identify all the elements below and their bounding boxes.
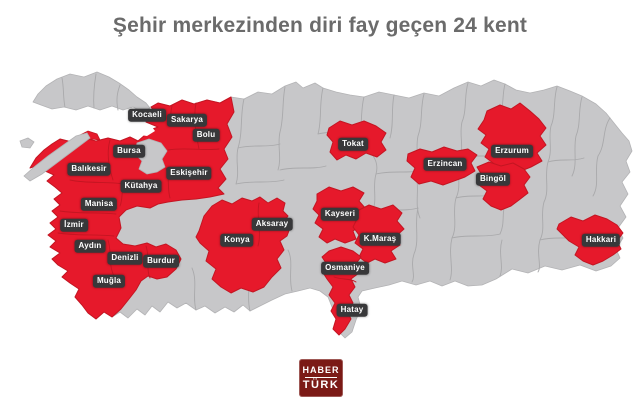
logo-line2: TÜRK xyxy=(302,378,340,391)
gokceada-island xyxy=(19,137,35,149)
city-label-hakkari: Hakkari xyxy=(581,233,621,247)
city-label-denizli: Denizli xyxy=(107,251,143,265)
thrace-province-borders xyxy=(61,73,121,111)
city-label-osmaniye: Osmaniye xyxy=(321,261,369,275)
thrace-landmass xyxy=(32,71,151,113)
city-label-manisa: Manisa xyxy=(80,197,118,211)
city-label-aksaray: Aksaray xyxy=(251,217,293,231)
city-label-mu-la: Muğla xyxy=(92,274,126,288)
city-label-ayd-n: Aydın xyxy=(74,239,106,253)
city-label-konya: Konya xyxy=(220,233,254,247)
city-label-sakarya: Sakarya xyxy=(166,113,208,127)
logo-divider xyxy=(305,376,337,378)
city-label-hatay: Hatay xyxy=(336,303,368,317)
city-label-eski-ehir: Eskişehir xyxy=(166,166,212,180)
province-borders-gray xyxy=(191,82,611,312)
gallipoli-peninsula xyxy=(23,132,91,182)
city-label-kayseri: Kayseri xyxy=(320,207,360,221)
city-label-k-mara-: K.Maraş xyxy=(359,232,401,246)
city-label-k-tahya: Kütahya xyxy=(120,179,162,193)
marmara-sea xyxy=(36,101,155,136)
city-label-tokat: Tokat xyxy=(338,137,368,151)
city-label-erzurum: Erzurum xyxy=(491,144,533,158)
city-label-bal-kesir: Balıkesir xyxy=(67,162,111,176)
region-west-anatolia xyxy=(29,96,235,320)
city-label-erzincan: Erzincan xyxy=(423,157,467,171)
city-label-bursa: Bursa xyxy=(113,144,145,158)
city-label-i-zmir: İzmir xyxy=(60,218,88,232)
haberturk-logo: HABER TÜRK xyxy=(299,359,343,397)
page-title: Şehir merkezinden diri fay geçen 24 kent xyxy=(112,14,528,37)
logo-line1: HABER xyxy=(302,364,340,375)
city-label-bolu: Bolu xyxy=(192,128,220,142)
city-label-bing-l: Bingöl xyxy=(475,172,511,186)
city-label-kocaeli: Kocaeli xyxy=(128,108,166,122)
city-label-burdur: Burdur xyxy=(143,254,179,268)
